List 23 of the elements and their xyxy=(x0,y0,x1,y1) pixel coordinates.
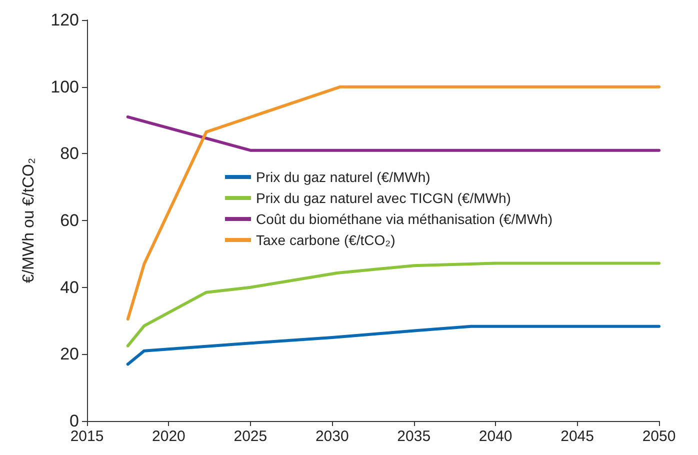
x-tick-label: 2050 xyxy=(642,428,676,445)
line-series xyxy=(126,324,660,366)
line-series xyxy=(126,262,660,348)
x-tick-label: 2015 xyxy=(70,428,104,445)
y-tick-label: 100 xyxy=(50,77,79,96)
y-tick-label: 20 xyxy=(60,344,79,364)
y-axis-title: €/MWh ou €/tCO₂ xyxy=(20,158,38,284)
x-tick-label: 2025 xyxy=(234,428,268,445)
legend-label: Prix du gaz naturel avec TICGN (€/MWh) xyxy=(256,190,511,206)
x-tick-label: 2040 xyxy=(478,428,512,445)
legend-label: Coût du biométhane via méthanisation (€/MWh) xyxy=(256,211,552,227)
x-tick-label: 2030 xyxy=(315,428,349,445)
y-tick-label: 40 xyxy=(60,278,79,297)
y-tick-label: 120 xyxy=(50,10,79,30)
x-tick-label: 2035 xyxy=(397,428,431,445)
x-tick-label: 2045 xyxy=(560,428,594,445)
x-tick-label: 2020 xyxy=(152,428,186,445)
y-tick-label: 0 xyxy=(70,412,79,430)
legend-label: Prix du gaz naturel (€/MWh) xyxy=(256,169,430,185)
y-tick-label: 60 xyxy=(60,211,79,230)
legend-label: Taxe carbone (€/tCO₂) xyxy=(256,232,396,248)
line-series xyxy=(126,85,660,321)
y-tick-label: 80 xyxy=(60,144,79,164)
